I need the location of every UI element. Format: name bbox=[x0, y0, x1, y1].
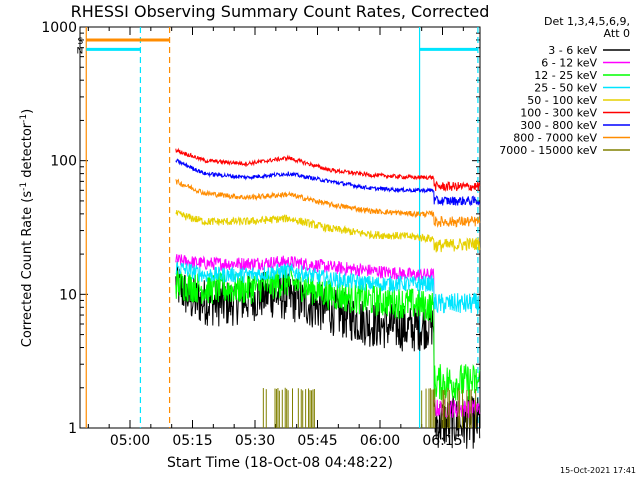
y-tick-label: 100 bbox=[50, 154, 77, 170]
legend-label: 3 - 6 keV bbox=[548, 44, 597, 57]
y-label-mid: detector bbox=[20, 122, 35, 182]
y-axis-label: Corrected Count Rate (s-1 detector-1) bbox=[19, 109, 35, 347]
x-tick-label: 05:30 bbox=[235, 433, 275, 449]
y-tick-label: 1000 bbox=[41, 20, 77, 36]
chart-title: RHESSI Observing Summary Count Rates, Co… bbox=[71, 2, 490, 21]
series-line bbox=[175, 178, 481, 228]
y-tick-label: 10 bbox=[59, 287, 77, 303]
legend-header: Att 0 bbox=[604, 27, 630, 40]
series-line bbox=[175, 147, 481, 192]
series-line bbox=[175, 261, 481, 315]
timestamp: 15-Oct-2021 17:41 bbox=[560, 466, 636, 475]
y-label-end: ) bbox=[20, 109, 35, 114]
x-tick-label: 06:15 bbox=[422, 433, 462, 449]
plot-frame bbox=[79, 26, 481, 429]
series-line bbox=[175, 254, 481, 418]
x-tick-label: 06:00 bbox=[360, 433, 400, 449]
legend-label: 300 - 800 keV bbox=[520, 119, 597, 132]
y-label-main: Corrected Count Rate (s bbox=[20, 191, 35, 348]
flag-label: N bbox=[77, 46, 84, 56]
legend-label: 100 - 300 keV bbox=[520, 107, 597, 120]
y-label-exp2: -1 bbox=[19, 114, 29, 123]
plot-area: 1 10 100 1000 05:00 05:15 05:30 05:45 06:00 06:15… bbox=[41, 20, 481, 449]
legend-label: 800 - 7000 keV bbox=[513, 132, 597, 145]
flag-label: S bbox=[78, 37, 84, 47]
x-tick-label: 05:00 bbox=[110, 433, 150, 449]
x-axis-label: Start Time (18-Oct-08 04:48:22) bbox=[167, 455, 393, 471]
series-line bbox=[175, 158, 481, 207]
x-tick-label: 05:45 bbox=[297, 433, 337, 449]
y-label-exp1: -1 bbox=[19, 182, 29, 191]
legend-label: 25 - 50 keV bbox=[534, 82, 597, 95]
legend-label: 7000 - 15000 keV bbox=[499, 144, 597, 157]
legend-label: 50 - 100 keV bbox=[527, 94, 597, 107]
series-7000-15000keV bbox=[262, 387, 477, 428]
legend-label: 6 - 12 keV bbox=[541, 57, 597, 70]
series-line bbox=[175, 209, 481, 253]
series-line bbox=[175, 266, 481, 401]
y-tick-label: 1 bbox=[68, 421, 77, 437]
legend-header: Det 1,3,4,5,6,9, bbox=[544, 15, 630, 28]
legend-label: 12 - 25 keV bbox=[534, 69, 597, 82]
x-tick-label: 05:15 bbox=[172, 433, 212, 449]
